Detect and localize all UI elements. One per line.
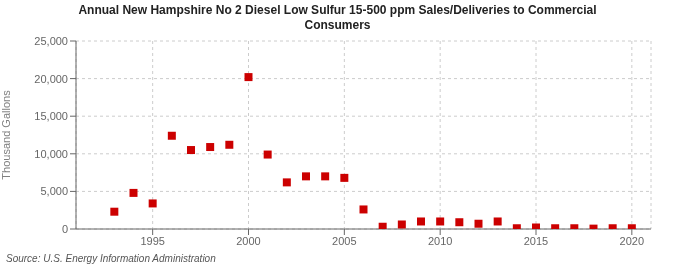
svg-text:2005: 2005 (332, 235, 356, 247)
html-text:Annual New Hampshire No 2 Dies: Annual New Hampshire No 2 Diesel Low Sul… (78, 3, 597, 17)
svg-text:2000: 2000 (236, 235, 260, 247)
svg-text:10,000: 10,000 (34, 148, 68, 160)
svg-text:20,000: 20,000 (34, 73, 68, 85)
svg-text:2010: 2010 (428, 235, 452, 247)
svg-text:15,000: 15,000 (34, 110, 68, 122)
html-text:Source: U.S. Energy Informatio: Source: U.S. Energy Information Administ… (6, 253, 216, 264)
svg-text:1995: 1995 (140, 235, 164, 247)
svg-text:2020: 2020 (620, 235, 644, 247)
html-text:Consumers: Consumers (304, 18, 371, 32)
svg-text:Thousand Gallons: Thousand Gallons (8, 90, 12, 180)
svg-text:25,000: 25,000 (34, 35, 68, 47)
svg-text:2015: 2015 (524, 235, 548, 247)
svg-text:0: 0 (62, 223, 68, 235)
svg-text:5,000: 5,000 (40, 185, 68, 197)
